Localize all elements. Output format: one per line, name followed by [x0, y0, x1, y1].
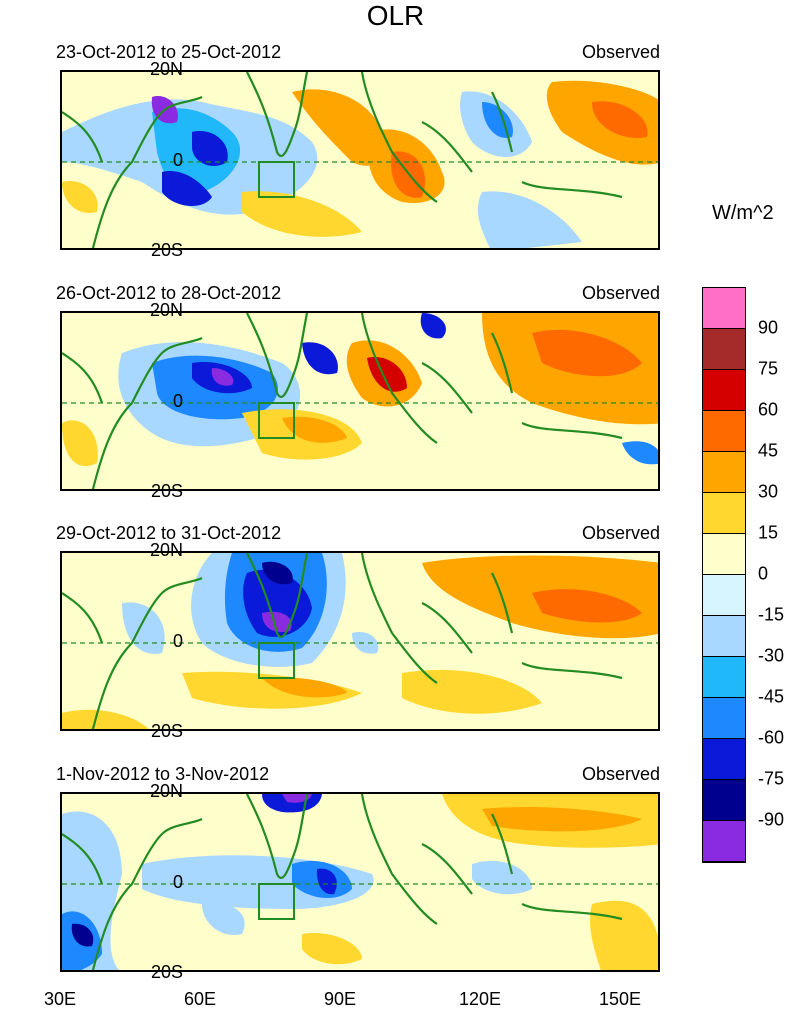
panel-observed-label: Observed: [581, 523, 660, 543]
lat-label-0: 0: [172, 150, 183, 170]
colorbar-level-label: 0: [758, 563, 769, 584]
lat-label-20s: 20S: [150, 721, 183, 741]
panel-date-range: 29-Oct-2012 to 31-Oct-2012: [56, 523, 282, 543]
colorbar-swatch: [703, 698, 745, 739]
colorbar-level-label: 90: [758, 317, 779, 338]
map-panel-4: 1-Nov-2012 to 3-Nov-2012 Observed: [56, 764, 660, 972]
colorbar-swatch: [703, 288, 745, 329]
colorbar-swatch: [703, 534, 745, 575]
colorbar-swatch: [703, 329, 745, 370]
lat-label-20n: 20N: [149, 781, 183, 801]
lon-label-60e: 60E: [183, 989, 217, 1009]
colorbar-swatch: [703, 452, 745, 493]
olr-map: [60, 311, 660, 491]
lon-label-90e: 90E: [323, 989, 357, 1009]
lat-label-0: 0: [172, 872, 183, 892]
map-panel-1: 23-Oct-2012 to 25-Oct-2012 Observed: [56, 42, 660, 250]
lon-label-150e: 150E: [598, 989, 642, 1009]
colorbar-level-label: -15: [758, 604, 785, 625]
map-panel-3: 29-Oct-2012 to 31-Oct-2012 Observed: [56, 523, 660, 731]
colorbar-swatch: [703, 370, 745, 411]
colorbar-level-label: 15: [758, 522, 779, 543]
panel-date-range: 26-Oct-2012 to 28-Oct-2012: [56, 283, 282, 303]
colorbar-swatch: [703, 616, 745, 657]
lat-label-0: 0: [172, 391, 183, 411]
colorbar-swatch: [703, 739, 745, 780]
lat-label-20s: 20S: [150, 962, 183, 982]
colorbar-level-label: 45: [758, 440, 779, 461]
lat-label-20s: 20S: [150, 240, 183, 260]
colorbar-level-label: -75: [758, 768, 785, 789]
lat-label-20s: 20S: [150, 481, 183, 501]
lat-label-20n: 20N: [149, 59, 183, 79]
colorbar-swatch: [703, 821, 745, 862]
panel-observed-label: Observed: [581, 764, 660, 784]
lon-label-120e: 120E: [458, 989, 502, 1009]
colorbar-level-label: -90: [758, 809, 785, 830]
colorbar-level-label: -45: [758, 686, 785, 707]
lat-label-20n: 20N: [149, 540, 183, 560]
panel-date-range: 23-Oct-2012 to 25-Oct-2012: [56, 42, 282, 62]
olr-map: [60, 70, 660, 250]
colorbar: [702, 287, 746, 863]
colorbar-level-label: -60: [758, 727, 785, 748]
figure-title: OLR: [366, 0, 425, 31]
olr-map: [60, 792, 660, 972]
lat-label-0: 0: [172, 631, 183, 651]
colorbar-level-label: 60: [758, 399, 779, 420]
olr-map: [60, 551, 660, 731]
colorbar-swatch: [703, 657, 745, 698]
colorbar-swatch: [703, 575, 745, 616]
colorbar-level-label: 75: [758, 358, 779, 379]
panel-observed-label: Observed: [581, 42, 660, 62]
panel-date-range: 1-Nov-2012 to 3-Nov-2012: [56, 764, 270, 784]
colorbar-level-label: -30: [758, 645, 785, 666]
units-label: W/m^2: [712, 202, 774, 224]
map-panel-2: 26-Oct-2012 to 28-Oct-2012 Observed: [56, 283, 660, 491]
colorbar-swatch: [703, 411, 745, 452]
lat-label-20n: 20N: [149, 300, 183, 320]
panel-observed-label: Observed: [581, 283, 660, 303]
lon-label-30e: 30E: [43, 989, 77, 1009]
colorbar-level-label: 30: [758, 481, 779, 502]
colorbar-swatch: [703, 780, 745, 821]
colorbar-swatch: [703, 493, 745, 534]
